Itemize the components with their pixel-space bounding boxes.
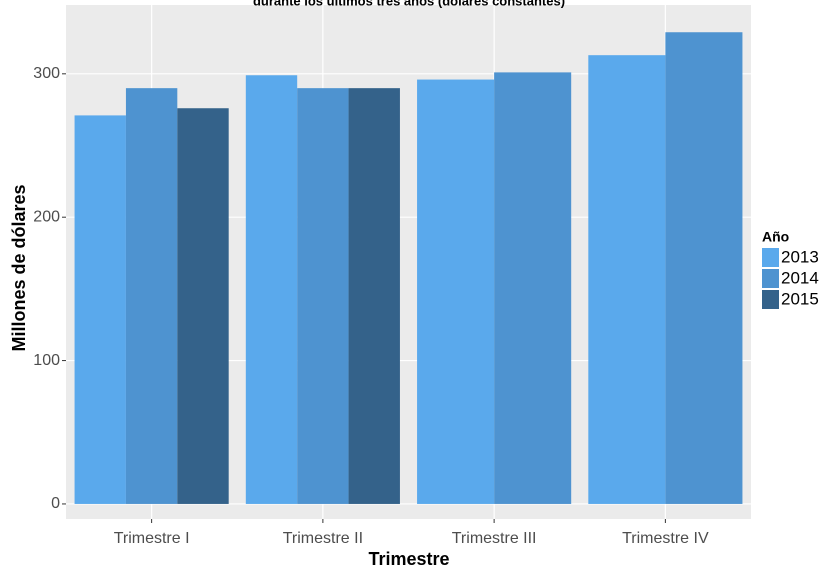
bar bbox=[588, 55, 666, 504]
x-tick-label: Trimestre II bbox=[283, 530, 363, 547]
y-tick-label: 200 bbox=[33, 208, 60, 225]
legend-title: Año bbox=[762, 229, 789, 245]
legend-label: 2013 bbox=[781, 247, 819, 266]
legend-key bbox=[762, 248, 779, 267]
y-tick-label: 100 bbox=[33, 352, 60, 369]
y-tick-label: 300 bbox=[33, 65, 60, 82]
bar bbox=[494, 72, 572, 504]
bar bbox=[297, 88, 349, 504]
bar bbox=[665, 32, 743, 504]
x-tick-label: Trimestre I bbox=[114, 530, 190, 547]
legend-label: 2015 bbox=[781, 289, 819, 308]
legend-label: 2014 bbox=[781, 268, 819, 287]
x-axis-label: Trimestre bbox=[368, 549, 449, 568]
bar bbox=[245, 75, 298, 504]
y-tick-label: 0 bbox=[51, 495, 60, 512]
bar bbox=[177, 108, 229, 504]
bar bbox=[348, 88, 400, 504]
y-axis-label: Millones de dólares bbox=[9, 184, 29, 351]
legend-key bbox=[762, 269, 779, 288]
legend-key bbox=[762, 290, 779, 309]
x-tick-label: Trimestre III bbox=[452, 530, 537, 547]
bar bbox=[125, 88, 178, 504]
chart-title: durante los últimos tres años (dólares c… bbox=[253, 0, 565, 8]
x-tick-label: Trimestre IV bbox=[622, 530, 709, 547]
bar bbox=[74, 115, 126, 504]
bar bbox=[417, 79, 495, 504]
